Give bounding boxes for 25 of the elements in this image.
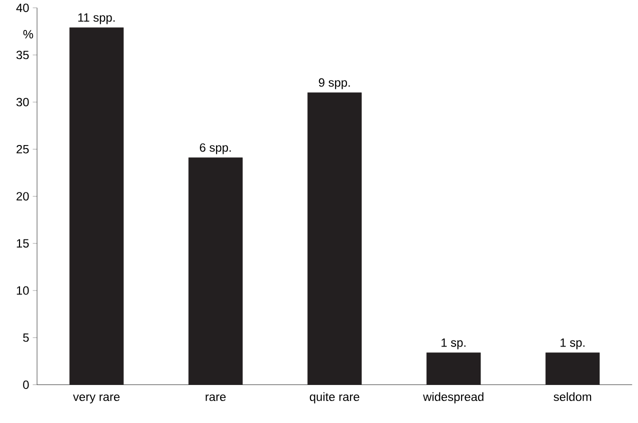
annotation: 9 spp.	[318, 78, 350, 90]
y-tick-label: 40	[16, 4, 29, 12]
x-tick-label: seldom	[554, 392, 592, 401]
y-axis-title: %	[23, 30, 34, 38]
bar	[546, 352, 600, 385]
y-tick-label: 30	[16, 98, 29, 106]
annotation: 6 spp.	[200, 143, 231, 154]
y-tick-label: 15	[16, 239, 29, 248]
annotation: 1 sp.	[560, 338, 584, 350]
bar	[307, 92, 362, 385]
x-tick-label: very rare	[73, 394, 120, 404]
y-tick-label: 35	[16, 50, 29, 60]
y-tick-label: 5	[23, 333, 29, 342]
y-tick-label: 0	[23, 380, 29, 389]
y-tick-label: 20	[16, 192, 29, 200]
bar	[188, 157, 243, 385]
x-tick-label: quite rare	[310, 392, 360, 404]
y-tick-label: 10	[16, 286, 29, 295]
x-tick-label: rare	[206, 394, 226, 401]
x-tick-label: widespread	[423, 392, 484, 404]
annotation: 11 spp.	[78, 13, 115, 24]
annotation: 1 sp.	[442, 338, 466, 350]
bar	[426, 352, 481, 385]
bar	[69, 27, 124, 385]
y-tick-label: 25	[16, 144, 29, 154]
